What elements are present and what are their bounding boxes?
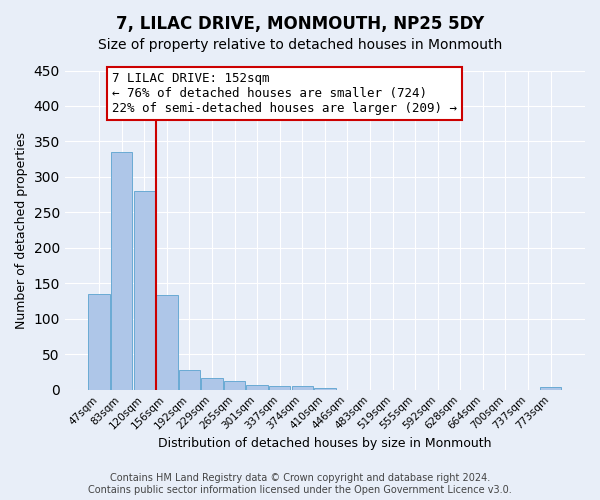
Bar bbox=[202, 378, 223, 390]
Bar bbox=[314, 388, 335, 390]
Text: Size of property relative to detached houses in Monmouth: Size of property relative to detached ho… bbox=[98, 38, 502, 52]
Bar bbox=[292, 386, 313, 390]
Bar bbox=[134, 191, 155, 390]
Text: Contains HM Land Registry data © Crown copyright and database right 2024.
Contai: Contains HM Land Registry data © Crown c… bbox=[88, 474, 512, 495]
Text: 7, LILAC DRIVE, MONMOUTH, NP25 5DY: 7, LILAC DRIVE, MONMOUTH, NP25 5DY bbox=[116, 15, 484, 33]
Bar bbox=[111, 152, 133, 390]
Y-axis label: Number of detached properties: Number of detached properties bbox=[15, 132, 28, 328]
Bar bbox=[224, 381, 245, 390]
Bar bbox=[269, 386, 290, 390]
X-axis label: Distribution of detached houses by size in Monmouth: Distribution of detached houses by size … bbox=[158, 437, 491, 450]
Bar bbox=[156, 296, 178, 390]
Bar bbox=[540, 387, 562, 390]
Bar bbox=[247, 385, 268, 390]
Bar bbox=[179, 370, 200, 390]
Text: 7 LILAC DRIVE: 152sqm
← 76% of detached houses are smaller (724)
22% of semi-det: 7 LILAC DRIVE: 152sqm ← 76% of detached … bbox=[112, 72, 457, 115]
Bar bbox=[88, 294, 110, 390]
